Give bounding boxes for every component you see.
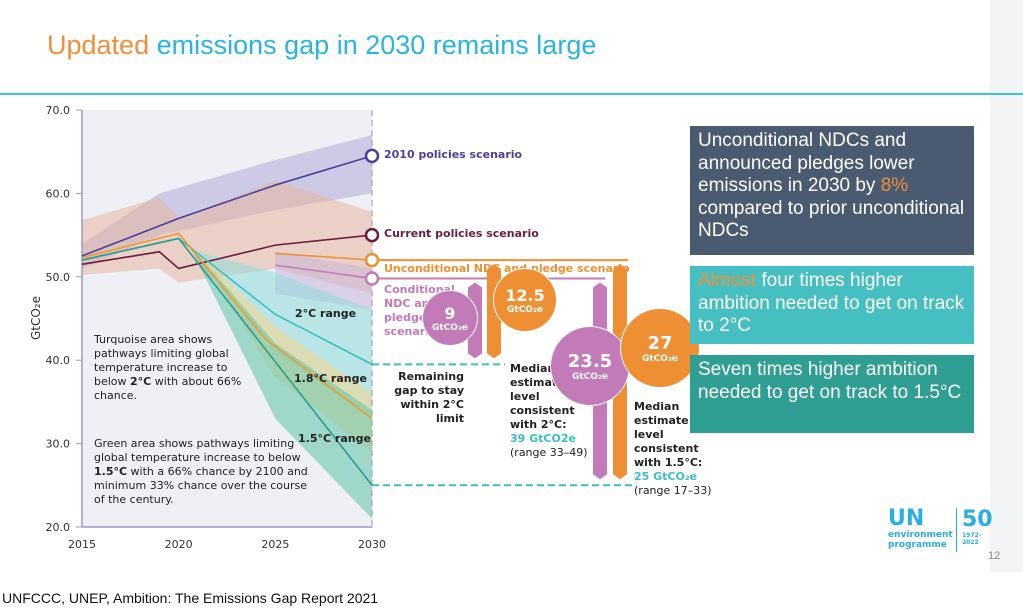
y-tick-label: 30.0 [46, 438, 71, 451]
scenario-marker-2 [364, 252, 380, 268]
window-edge [990, 0, 1023, 572]
label-2010-policies: 2010 policies scenario [384, 148, 523, 161]
turquoise-note: Turquoise area shows pathways limiting g… [94, 333, 242, 402]
gap-unit: GtCO₂e [572, 371, 608, 382]
label-15c-range: 1.5°C range [298, 432, 371, 445]
median-15c-note: Median estimate of level consistent with… [634, 400, 712, 497]
title-rest: emissions gap in 2030 remains large [156, 30, 597, 60]
series-line-5 [81, 232, 373, 420]
info-box-15c-ambition: Seven times higher ambition needed to ge… [690, 355, 974, 433]
range-band-5 [188, 243, 372, 519]
gap-circle-23-5: 23.5 GtCO₂e [550, 326, 630, 406]
series-line-2 [275, 252, 373, 261]
y-tick-label: 60.0 [46, 187, 71, 200]
slide-title: Updated emissions gap in 2030 remains la… [47, 30, 596, 61]
gap-unit: GtCO₂e [507, 304, 543, 315]
median-2c-note: Median estimate of level consistent with… [510, 362, 588, 459]
y-tick-label: 50.0 [46, 271, 71, 284]
title-highlight: Updated [47, 30, 150, 60]
page-number: 12 [988, 550, 1001, 562]
gap-unit: GtCO₂e [432, 322, 468, 333]
y-axis-label: GtCO₂e [29, 296, 43, 340]
series-line-3 [275, 264, 373, 280]
gap-circle-12-5: 12.5 GtCO₂e [493, 268, 557, 332]
source-caption: UNFCCC, UNEP, Ambition: The Emissions Ga… [2, 590, 379, 606]
gap-circle-9: 9 GtCO₂e [422, 290, 478, 346]
label-unconditional-ndc: Unconditional NDC and pledge scenario [384, 262, 630, 275]
series-line-6 [81, 237, 373, 486]
label-current-policies: Current policies scenario [384, 227, 539, 240]
gap-unit: GtCO₂e [642, 353, 678, 364]
label-18c-range: 1.8°C range [294, 372, 367, 385]
title-divider [0, 93, 1023, 95]
x-tick-label: 2020 [165, 538, 193, 551]
green-note: Green area shows pathways limiting globa… [94, 437, 308, 506]
x-tick-label: 2025 [261, 538, 289, 551]
remaining-gap-note: Remaining gap to stay within 2°C limit [394, 370, 464, 425]
series-line-0 [81, 155, 373, 257]
y-tick-label: 70.0 [46, 104, 71, 117]
scenario-marker-0 [364, 148, 380, 164]
gap-circle-27: 27 GtCO₂e [620, 308, 700, 388]
scenario-marker-3 [364, 271, 380, 286]
label-2c-range: 2°C range [295, 307, 357, 320]
unep-logo: UN environment programme 50 1972-2022 [888, 506, 993, 552]
y-tick-label: 20.0 [46, 521, 71, 534]
gap-value: 23.5 [567, 350, 613, 372]
gap-value: 12.5 [505, 285, 545, 305]
info-box-ndc-reduction: Unconditional NDCs and announced pledges… [690, 126, 974, 255]
y-tick-label: 40.0 [46, 354, 71, 367]
gap-value: 27 [647, 332, 673, 354]
info-box-2c-ambition: Almost four times higher ambition needed… [690, 266, 974, 344]
scenario-marker-1 [364, 227, 380, 243]
x-tick-label: 2030 [358, 538, 386, 551]
x-tick-label: 2015 [68, 538, 96, 551]
series-line-1 [81, 234, 373, 270]
gap-value: 9 [444, 303, 456, 323]
